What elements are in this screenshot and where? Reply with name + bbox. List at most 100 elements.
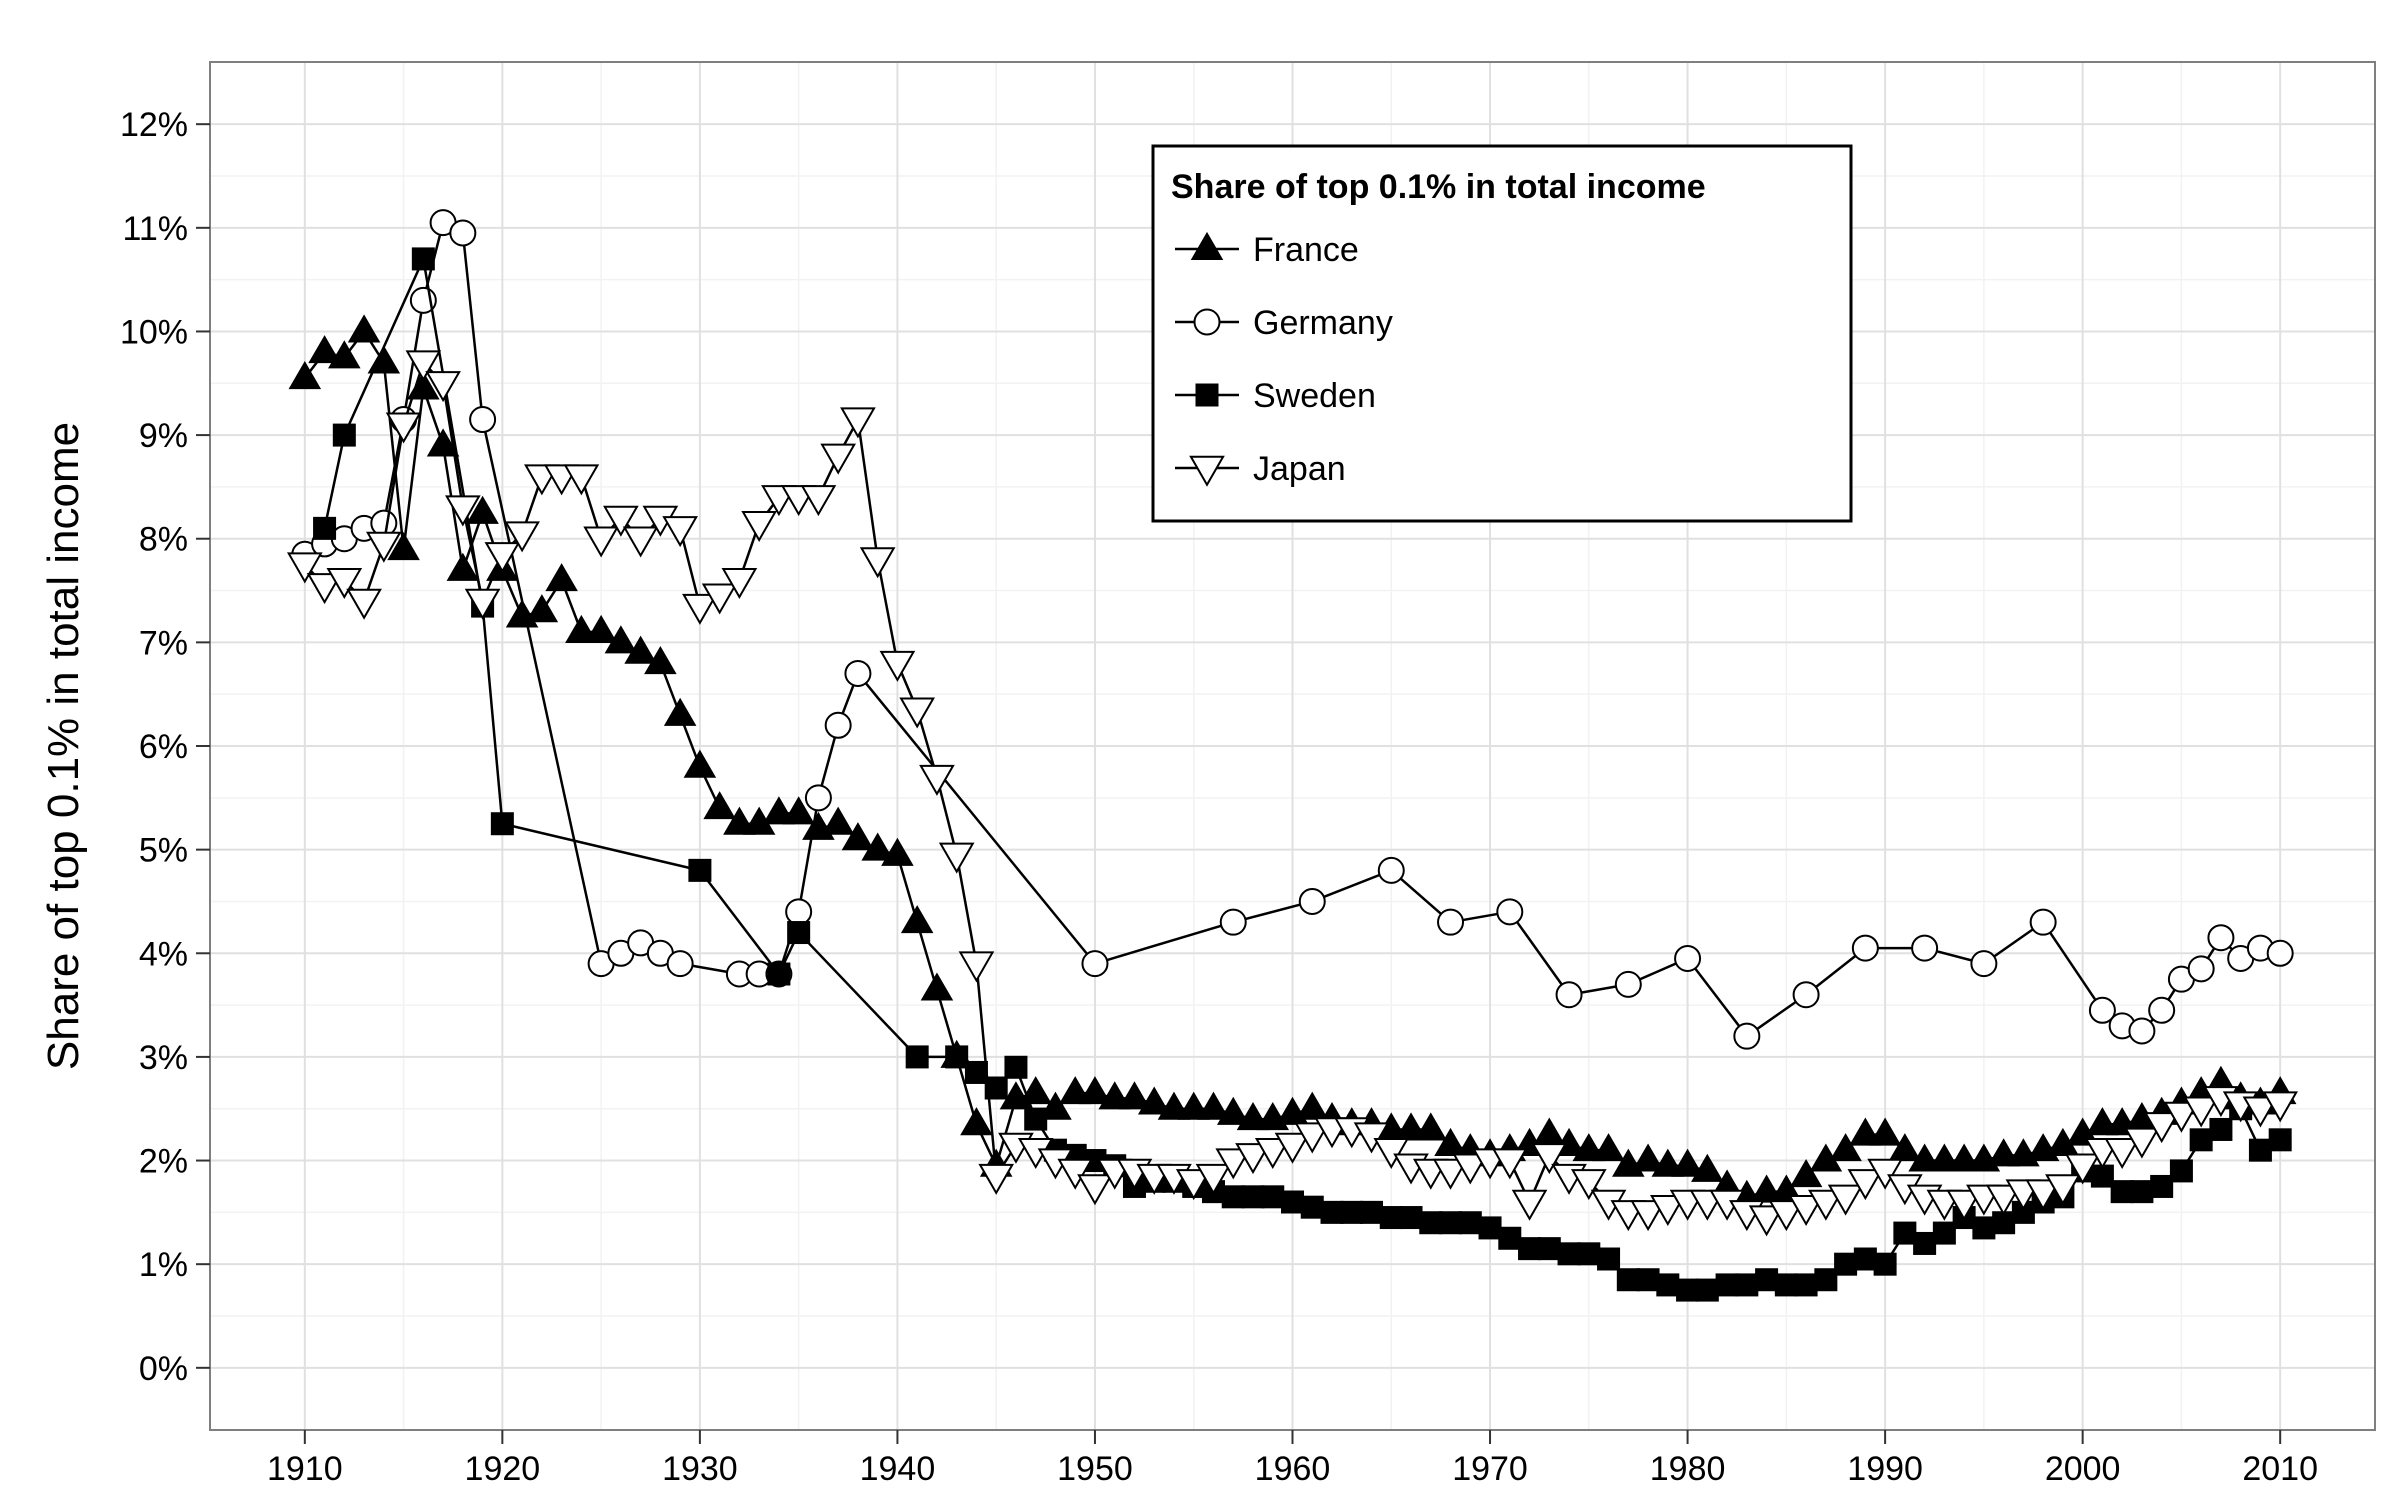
japan-point — [583, 526, 619, 558]
japan-point — [1077, 1174, 1113, 1206]
sweden-point — [2130, 1180, 2154, 1204]
japan-point — [1353, 1122, 1390, 1154]
japan-point — [1215, 1148, 1252, 1180]
germany-point — [1733, 1022, 1761, 1050]
y-tick-label: 10% — [120, 313, 188, 351]
sweden-point — [1478, 1216, 1502, 1240]
france-point — [347, 314, 381, 343]
france-point — [624, 635, 657, 664]
sweden-point — [1024, 1107, 1048, 1131]
japan-point — [1511, 1189, 1548, 1221]
grid-major — [210, 62, 2375, 1430]
japan-point — [2124, 1127, 2160, 1159]
sweden-point — [2150, 1174, 2174, 1198]
france-point — [1197, 1091, 1230, 1120]
japan-point — [1373, 1137, 1410, 1169]
france-point — [1592, 1133, 1625, 1162]
sweden-point — [1379, 1206, 1403, 1230]
legend-marker-japan — [1189, 455, 1225, 487]
x-tick-label: 1950 — [1057, 1450, 1133, 1488]
sweden-point — [1913, 1231, 1937, 1255]
france-point — [308, 335, 341, 364]
france-point — [525, 594, 559, 623]
japan-point — [2104, 1137, 2140, 1169]
france-point — [604, 625, 638, 654]
sweden-point — [1715, 1273, 1739, 1297]
japan-point — [1788, 1194, 1824, 1226]
sweden-point — [2209, 1117, 2233, 1141]
france-point — [1434, 1127, 1467, 1156]
sweden-point — [1676, 1278, 1700, 1302]
japan-point — [800, 485, 837, 517]
japan-point — [741, 510, 777, 542]
germany-point — [1555, 981, 1583, 1009]
japan-point — [1748, 1205, 1785, 1237]
japan-point — [366, 531, 402, 563]
sweden-point — [1794, 1273, 1818, 1297]
x-axis: 1910 1920 1930 1940 1950 1960 1970 1980 1990 2000… — [267, 1430, 2318, 1488]
japan-point — [1827, 1184, 1864, 1216]
sweden-point — [1597, 1247, 1621, 1271]
sweden-point — [313, 516, 337, 540]
france-point — [1868, 1117, 1902, 1146]
france-point — [466, 495, 499, 524]
japan-point — [2242, 1096, 2279, 1128]
germany-point — [1219, 908, 1247, 936]
japan-point — [938, 842, 975, 874]
sweden-point — [688, 858, 712, 882]
legend-label-sweden: Sweden — [1253, 377, 1376, 415]
japan-point — [1808, 1189, 1844, 1221]
japan-point — [445, 495, 481, 527]
france-point — [900, 905, 934, 934]
sweden-point — [1458, 1211, 1482, 1235]
sweden-point — [1557, 1242, 1581, 1266]
sweden-point — [1834, 1252, 1858, 1276]
japan-point — [919, 764, 955, 796]
sweden-point — [1695, 1278, 1719, 1302]
sweden-point — [1735, 1273, 1759, 1297]
germany-point — [1614, 970, 1642, 998]
japan-point — [385, 412, 422, 444]
germany-point — [1437, 908, 1465, 936]
sweden-point — [1893, 1221, 1917, 1245]
japan-point — [1946, 1189, 1982, 1221]
japan-point — [1985, 1184, 2022, 1216]
sweden-point — [2011, 1200, 2035, 1224]
germany-point — [2128, 1017, 2156, 1045]
germany-point — [2029, 908, 2057, 936]
sweden-point — [945, 1045, 969, 1069]
germany-point — [1792, 981, 1820, 1009]
sweden-point — [1083, 1149, 1107, 1173]
y-tick-label: 1% — [139, 1246, 188, 1284]
sweden-point — [1853, 1247, 1877, 1271]
germany-point — [2148, 996, 2176, 1024]
japan-point — [2183, 1096, 2219, 1128]
japan-point — [820, 443, 856, 475]
sweden-point — [2248, 1138, 2272, 1162]
sweden-point — [2090, 1164, 2114, 1188]
sweden-point — [1636, 1268, 1660, 1292]
x-tick-label: 1920 — [465, 1450, 541, 1488]
germany-point — [1298, 887, 1326, 915]
france-point — [426, 428, 460, 457]
y-tick-label: 7% — [139, 624, 188, 662]
y-axis: 0% 1% 2% 3% 4% 5% 6% 7% 8% 9% 10% 11% 12% — [120, 106, 210, 1388]
sweden-point — [1221, 1185, 1245, 1209]
sweden-point — [1281, 1190, 1304, 1214]
x-tick-label: 1910 — [267, 1450, 343, 1488]
sweden-point — [1755, 1268, 1779, 1292]
france-point — [387, 531, 420, 561]
france-point — [1888, 1133, 1922, 1162]
japan-point — [2064, 1153, 2101, 1185]
japan-point — [701, 583, 738, 615]
sweden-point — [2268, 1128, 2292, 1152]
sweden-point — [1419, 1211, 1443, 1235]
sweden-point — [1360, 1200, 1384, 1224]
sweden-point — [411, 247, 435, 271]
japan-point — [563, 464, 600, 496]
sweden-point — [767, 962, 791, 986]
japan-point — [1432, 1158, 1469, 1190]
japan-point — [326, 567, 363, 599]
germany-point — [804, 784, 832, 812]
